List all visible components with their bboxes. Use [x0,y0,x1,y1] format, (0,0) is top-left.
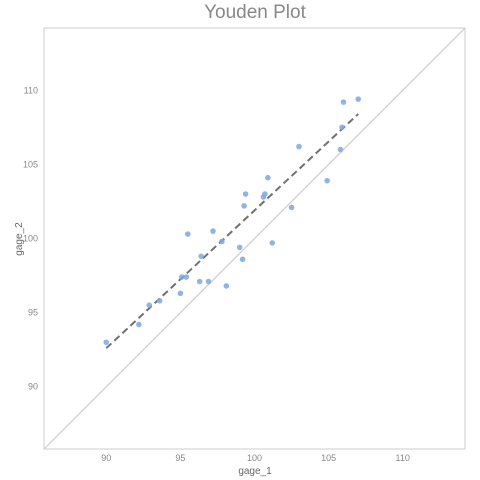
data-point [210,228,216,234]
fit-line-layer [105,113,359,349]
data-point [337,146,344,153]
plot-frame [43,27,466,450]
data-point [242,191,249,197]
data-point [136,321,142,328]
y-axis-ticks: 90 95 100 105 110 [23,85,38,391]
data-point [340,99,347,105]
data-point [196,278,203,285]
y-tick-label: 100 [23,234,38,244]
data-point [177,290,184,297]
data-point [239,256,246,263]
data-point [223,283,230,289]
data-point [288,204,295,211]
data-point [184,231,191,237]
data-point [219,238,225,245]
data-point [296,143,302,150]
data-point [339,124,345,131]
data-point [269,240,276,246]
data-point [103,339,110,346]
x-tick-label: 110 [396,453,410,463]
x-axis-label: gage_1 [238,466,272,477]
x-tick-label: 105 [321,453,336,463]
data-point [265,174,271,181]
data-point [198,253,204,260]
x-axis-ticks: 90 95 100 105 110 [101,453,410,463]
data-point [156,297,163,304]
data-point [146,302,153,309]
y-tick-label: 95 [28,308,38,318]
chart-title: Youden Plot [204,2,307,23]
data-point [241,203,247,209]
y-axis-label: gage_2 [14,222,25,256]
x-tick-label: 90 [101,453,111,463]
data-point [324,177,330,184]
data-point [179,274,185,280]
y-tick-label: 105 [23,159,38,169]
data-point [236,244,243,251]
x-tick-label: 100 [247,453,262,463]
x-tick-label: 95 [175,453,185,463]
data-point [183,274,190,280]
data-point [355,96,362,102]
y-tick-label: 110 [24,85,38,95]
fit-line [105,113,359,349]
y-tick-label: 90 [28,382,38,392]
data-points-layer [103,96,362,346]
identity-reference-line [43,27,466,450]
data-point [205,278,212,285]
data-point [262,191,268,197]
reference-line-layer [43,27,466,450]
